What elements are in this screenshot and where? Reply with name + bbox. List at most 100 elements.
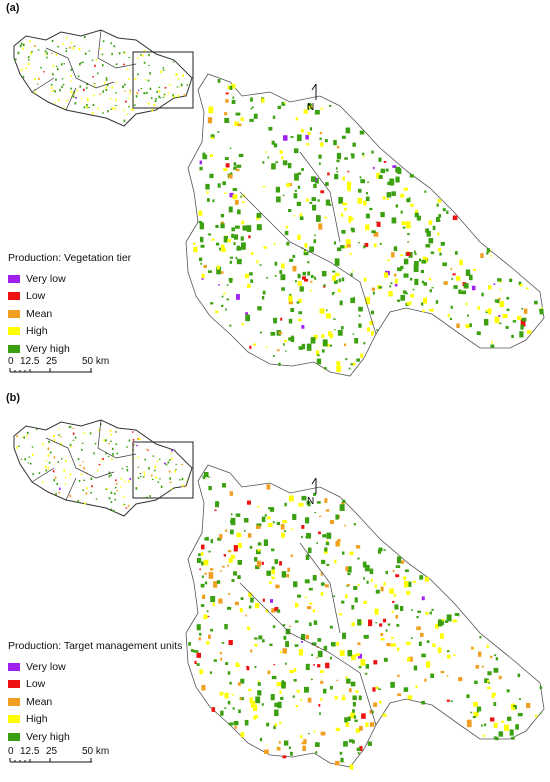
raster-cell — [227, 564, 230, 567]
raster-cell — [256, 560, 262, 567]
raster-cell — [371, 230, 376, 234]
raster-cell — [539, 686, 543, 690]
raster-cell — [269, 581, 272, 584]
raster-cell — [352, 701, 356, 707]
raster-cell — [289, 625, 292, 627]
raster-cell — [395, 204, 399, 208]
raster-cell — [118, 52, 121, 55]
raster-cell — [22, 75, 25, 78]
raster-cell — [133, 104, 136, 106]
raster-cell — [299, 213, 303, 217]
raster-cell — [248, 688, 252, 692]
legend-label: Very low — [26, 272, 66, 285]
raster-cell — [499, 288, 502, 291]
raster-cell — [237, 209, 241, 215]
raster-cell — [229, 256, 234, 259]
raster-cell — [336, 159, 340, 163]
raster-cell — [406, 641, 411, 645]
raster-cell — [304, 517, 310, 524]
raster-cell — [409, 277, 413, 281]
raster-cell — [420, 269, 424, 274]
raster-cell — [93, 85, 96, 87]
raster-cell — [341, 600, 345, 604]
raster-cell — [32, 473, 35, 476]
raster-cell — [126, 113, 129, 116]
raster-cell — [95, 58, 98, 61]
raster-cell — [78, 47, 81, 51]
raster-cell — [105, 488, 108, 490]
raster-cell — [359, 725, 363, 731]
raster-cell — [266, 722, 270, 727]
raster-cell — [523, 308, 528, 314]
raster-cell — [61, 85, 63, 88]
raster-cell — [220, 657, 223, 661]
raster-cell — [200, 552, 204, 556]
raster-cell — [318, 162, 321, 165]
raster-cell — [144, 79, 147, 81]
panel-label: (b) — [6, 392, 21, 404]
raster-cell — [337, 288, 341, 293]
raster-cell — [203, 559, 209, 566]
raster-cell — [53, 456, 56, 459]
raster-cell — [369, 320, 374, 325]
raster-cell — [355, 728, 360, 733]
raster-cell — [373, 243, 377, 248]
raster-cell — [466, 719, 472, 728]
raster-cell — [286, 241, 290, 246]
raster-cell — [16, 446, 18, 449]
raster-cell — [493, 283, 496, 285]
raster-cell — [95, 498, 98, 500]
raster-cell — [383, 272, 389, 278]
raster-cell — [395, 176, 400, 183]
raster-cell — [289, 293, 292, 296]
raster-cell — [519, 283, 523, 287]
raster-cell — [55, 492, 57, 495]
north-label: N — [307, 102, 314, 112]
raster-cell — [47, 447, 50, 450]
raster-cell — [98, 428, 101, 432]
raster-cell — [129, 92, 131, 94]
raster-cell — [175, 73, 178, 77]
raster-cell — [355, 653, 360, 657]
raster-cell — [407, 233, 410, 236]
raster-cell — [233, 571, 237, 576]
raster-cell — [135, 487, 138, 490]
raster-cell — [344, 524, 346, 527]
raster-cell — [72, 427, 74, 429]
raster-cell — [396, 556, 402, 564]
raster-cell — [498, 315, 501, 317]
raster-cell — [383, 657, 388, 662]
raster-cell — [347, 170, 350, 173]
raster-cell — [144, 93, 146, 95]
raster-cell — [539, 712, 542, 714]
raster-cell — [93, 452, 95, 455]
raster-cell — [52, 64, 55, 67]
raster-cell — [395, 166, 401, 173]
raster-cell — [397, 299, 401, 302]
raster-cell — [349, 551, 354, 556]
raster-cell — [351, 740, 355, 744]
raster-cell — [312, 609, 316, 613]
raster-cell — [154, 465, 157, 469]
raster-cell — [225, 99, 229, 103]
raster-cell — [271, 608, 276, 613]
raster-cell — [309, 127, 313, 131]
raster-cell — [143, 49, 146, 52]
raster-cell — [494, 316, 500, 324]
raster-cell — [230, 554, 236, 559]
raster-cell — [137, 73, 139, 76]
raster-cell — [91, 485, 93, 488]
raster-cell — [106, 488, 108, 491]
raster-cell — [69, 443, 72, 446]
raster-cell — [236, 294, 240, 300]
raster-cell — [351, 622, 355, 627]
raster-cell — [34, 78, 36, 81]
raster-cell — [57, 98, 60, 101]
raster-cell — [339, 650, 345, 656]
raster-cell — [460, 290, 463, 292]
raster-cell — [208, 476, 211, 478]
swatch — [8, 662, 20, 671]
raster-cell — [90, 477, 93, 481]
raster-cell — [391, 217, 397, 224]
legend-label: Low — [26, 678, 46, 691]
